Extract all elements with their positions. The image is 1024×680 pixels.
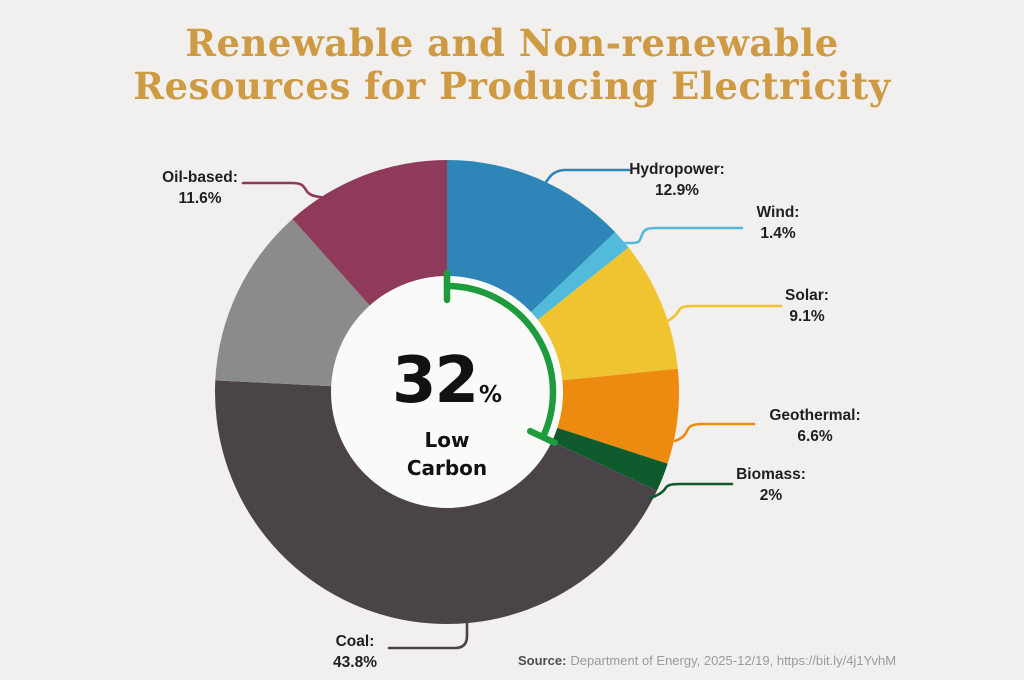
bracket-arc	[443, 282, 557, 441]
donut-hole	[331, 276, 563, 508]
wind-leader-line	[614, 226, 744, 245]
low-carbon-text-line2: Carbon	[406, 456, 488, 480]
source-label: Source:	[518, 653, 567, 668]
callout-biomass-value: 2%	[759, 487, 783, 504]
coal-leader-line	[387, 618, 469, 650]
callout-solar-label: Solar:	[785, 287, 829, 304]
percent-sign-icon: %	[479, 382, 503, 408]
low-carbon-text-line1: Low	[424, 428, 470, 452]
callout-oil-based-value: 11.6%	[178, 190, 222, 207]
callout-hydropower: Hydropower: 12.9%	[629, 159, 725, 201]
low-carbon-percent: 32%	[392, 349, 503, 426]
chart-title-line2: Resources for Producing Electricity	[133, 64, 891, 108]
biomass-leader-line	[649, 482, 734, 500]
callout-coal-label: Coal:	[335, 633, 375, 650]
hydropower-leader-line	[542, 168, 631, 187]
callout-solar: Solar: 9.1%	[785, 285, 829, 327]
callout-oil-based-label: Oil-based:	[162, 169, 238, 186]
callout-geothermal-value: 6.6%	[797, 428, 833, 445]
low-carbon-bracket	[443, 269, 558, 446]
geothermal-leader-line	[673, 422, 756, 443]
callout-leader-lines	[241, 168, 783, 650]
callout-wind-label: Wind:	[756, 204, 800, 221]
donut-center-label: 32% Low Carbon	[392, 349, 503, 482]
callout-biomass-label: Biomass:	[736, 466, 806, 483]
oil-leader-line	[241, 181, 332, 201]
callout-coal-value: 43.8%	[333, 654, 377, 671]
source-text: Department of Energy, 2025-12/19, https:…	[570, 653, 897, 668]
chart-title-line1: Renewable and Non-renewable	[185, 21, 839, 65]
source-note: Source: Department of Energy, 2025-12/19,…	[518, 653, 896, 668]
solar-leader-line	[664, 304, 783, 324]
callout-wind-value: 1.4%	[760, 225, 796, 242]
callout-oil-based: Oil-based: 11.6%	[162, 167, 238, 209]
low-carbon-percent-value: 32	[391, 344, 479, 418]
callout-biomass: Biomass: 2%	[736, 464, 806, 506]
callout-solar-value: 9.1%	[789, 308, 825, 325]
chart-title: Renewable and Non-renewable Resources fo…	[0, 22, 1024, 108]
callout-hydropower-label: Hydropower:	[629, 161, 725, 178]
callout-wind: Wind: 1.4%	[757, 202, 800, 244]
callout-geothermal-label: Geothermal:	[769, 407, 861, 424]
callout-coal: Coal: 43.8%	[333, 631, 377, 673]
callout-geothermal: Geothermal: 6.6%	[769, 405, 860, 447]
callout-hydropower-value: 12.9%	[655, 182, 699, 199]
bracket-end-tick	[526, 427, 558, 446]
